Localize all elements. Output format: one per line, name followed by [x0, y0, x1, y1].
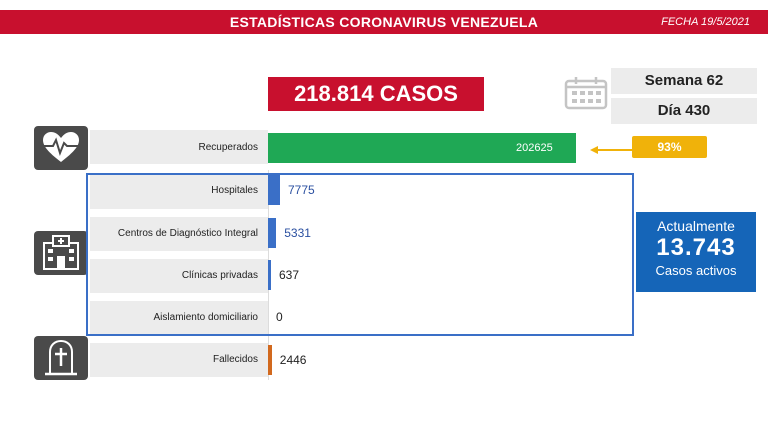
- header-bar: ESTADÍSTICAS CORONAVIRUS VENEZUELA FECHA…: [0, 10, 768, 34]
- recovered-percent-badge: 93%: [632, 136, 707, 158]
- value-label-fallecidos: 2446: [279, 353, 307, 367]
- tick-label-aislamiento: Aislamiento domiciliario: [153, 312, 258, 323]
- day-counter: Día 430: [611, 98, 757, 124]
- active-cases-number: 13.743: [656, 234, 736, 261]
- value-label-cdi: 5331: [284, 226, 311, 240]
- label-bg-recuperados: [90, 130, 268, 164]
- bar-hospitales: [268, 175, 280, 205]
- value-label-recuperados: 202625: [516, 142, 553, 154]
- tick-label-hospitales: Hospitales: [211, 185, 258, 196]
- calendar-icon: [564, 77, 608, 110]
- tombstone-icon: [34, 336, 88, 380]
- week-counter: Semana 62: [611, 68, 757, 94]
- label-bg-cdi: [90, 217, 268, 251]
- active-cases-panel: Actualmente 13.743 Casos activos: [636, 212, 756, 292]
- hospital-icon: [34, 231, 88, 275]
- label-bg-clinicas: [90, 259, 268, 293]
- bar-recuperados: [268, 133, 576, 163]
- label-bg-fallecidos: [90, 343, 268, 377]
- tick-label-recuperados: Recuperados: [198, 142, 258, 153]
- bar-fallecidos: [268, 345, 272, 375]
- heart-pulse-icon: [34, 126, 88, 170]
- arrow-left-icon: [590, 146, 632, 154]
- bar-clinicas: [268, 260, 271, 290]
- active-cases-label: Casos activos: [655, 263, 737, 278]
- bar-cdi: [268, 218, 277, 248]
- total-cases-badge: 218.814 CASOS: [268, 77, 484, 111]
- tick-label-clinicas: Clínicas privadas: [181, 270, 258, 281]
- label-bg-aislamiento: [90, 301, 268, 335]
- value-label-aislamiento: 0: [276, 310, 283, 324]
- tick-label-cdi: Centros de Diagnóstico Integral: [117, 228, 258, 239]
- report-date: FECHA 19/5/2021: [661, 16, 750, 28]
- value-label-hospitales: 7775: [288, 183, 315, 197]
- tick-label-fallecidos: Fallecidos: [212, 354, 258, 365]
- value-label-clinicas: 637: [279, 268, 300, 282]
- page-title: ESTADÍSTICAS CORONAVIRUS VENEZUELA: [229, 14, 539, 30]
- active-cases-frame: [86, 173, 634, 336]
- label-bg-hospitales: [90, 175, 268, 209]
- active-cases-caption: Actualmente: [657, 218, 735, 234]
